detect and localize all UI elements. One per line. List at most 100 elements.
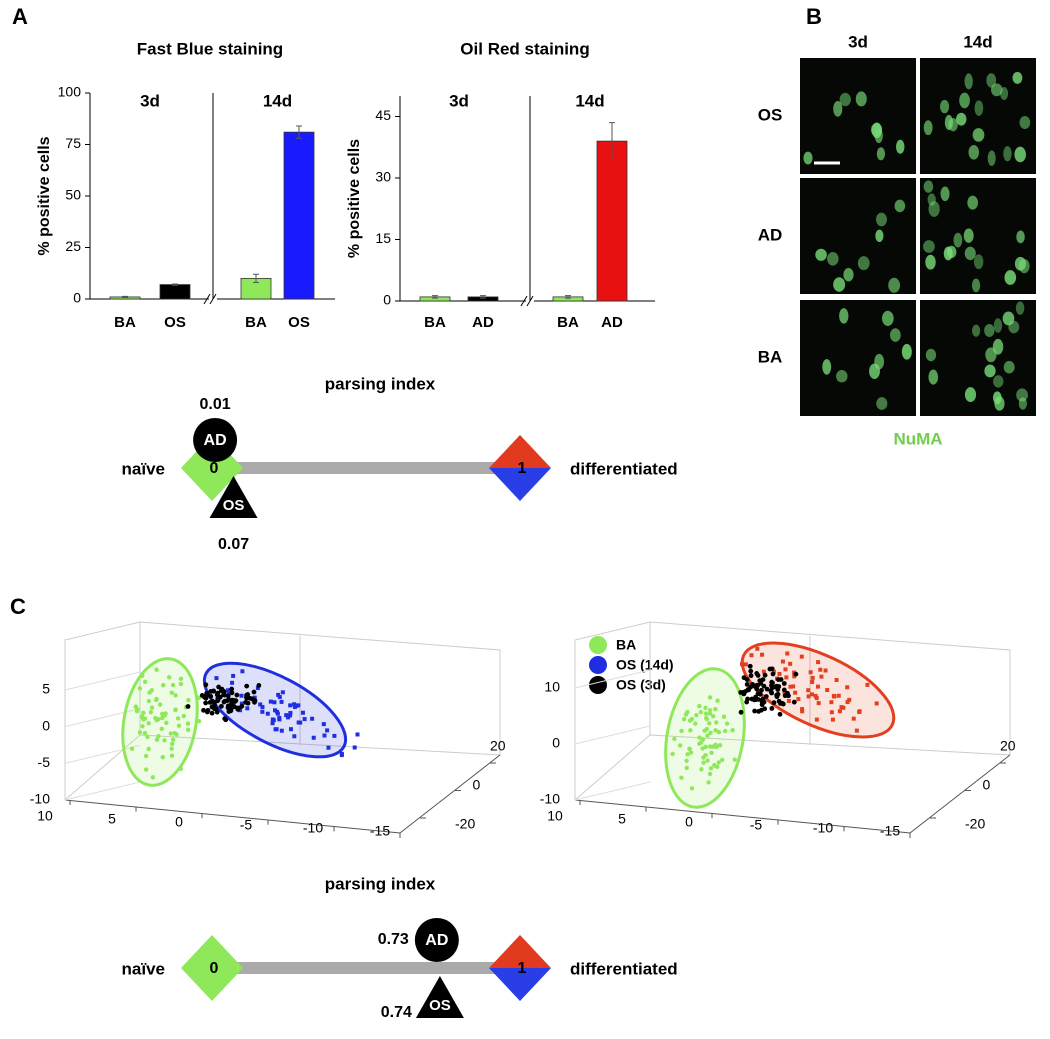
point xyxy=(670,751,675,757)
point xyxy=(823,668,828,673)
point xyxy=(703,705,708,711)
point xyxy=(153,715,158,721)
point xyxy=(277,695,282,700)
cluster-ellipse xyxy=(740,641,896,739)
point xyxy=(707,695,713,700)
point xyxy=(225,705,231,711)
nucleus xyxy=(973,254,984,270)
point xyxy=(214,676,219,681)
legend-marker xyxy=(589,676,607,694)
nucleus xyxy=(944,114,953,130)
x-tick-label: AD xyxy=(601,314,623,331)
legend-label: BA xyxy=(616,637,636,653)
point xyxy=(229,690,235,696)
point xyxy=(709,750,714,755)
point xyxy=(741,675,747,681)
row-label: OS xyxy=(758,105,783,124)
point xyxy=(170,682,176,688)
point xyxy=(810,680,815,685)
point xyxy=(260,709,265,714)
x-tick-label: -10 xyxy=(813,820,833,836)
nucleus xyxy=(923,180,934,193)
z-tick-label: 0 xyxy=(552,735,560,751)
point xyxy=(705,758,710,763)
point xyxy=(788,684,793,689)
point xyxy=(810,675,815,680)
point xyxy=(715,698,720,703)
y-tick-label: 20 xyxy=(490,738,506,754)
end-value: 1 xyxy=(518,960,527,977)
point xyxy=(781,687,787,693)
point xyxy=(196,695,202,700)
point xyxy=(771,700,777,706)
point xyxy=(874,701,879,706)
point xyxy=(300,710,305,715)
parsing-title: parsing index xyxy=(325,874,436,893)
point xyxy=(780,659,785,664)
point xyxy=(255,686,260,691)
nucleus xyxy=(1015,301,1025,315)
x-tick-label: OS xyxy=(164,314,186,331)
point xyxy=(292,734,297,739)
point xyxy=(751,696,757,702)
nucleus xyxy=(833,100,843,117)
point xyxy=(845,685,850,690)
point xyxy=(755,673,761,678)
nucleus xyxy=(984,364,996,378)
parsing-title: parsing index xyxy=(325,374,436,393)
marker-triangle xyxy=(415,976,464,1018)
row-label: AD xyxy=(758,225,783,244)
point xyxy=(244,683,250,689)
point xyxy=(793,690,798,695)
point xyxy=(292,702,297,707)
y-tick-label: 75 xyxy=(65,135,81,151)
nucleus xyxy=(1019,115,1031,130)
y-tick-label: 25 xyxy=(65,238,81,254)
box-frame xyxy=(64,621,501,801)
point xyxy=(720,757,725,763)
point xyxy=(258,702,263,707)
point xyxy=(173,693,178,698)
diff-diamond-bottom xyxy=(489,468,551,501)
point xyxy=(202,694,207,700)
point xyxy=(166,675,172,680)
point xyxy=(277,715,282,720)
point xyxy=(274,727,279,732)
z-grid xyxy=(64,781,141,801)
right-label: differentiated xyxy=(570,959,678,978)
legend-marker xyxy=(589,636,607,654)
point xyxy=(688,728,693,733)
point xyxy=(738,689,744,695)
point xyxy=(677,743,683,748)
point xyxy=(186,698,191,703)
nucleus xyxy=(956,112,967,126)
nucleus xyxy=(1003,146,1012,162)
point xyxy=(829,700,834,705)
point xyxy=(706,780,711,785)
point xyxy=(275,711,280,716)
x-tick-label: BA xyxy=(245,314,267,331)
point xyxy=(791,699,797,705)
point xyxy=(146,721,151,726)
point xyxy=(232,699,238,704)
row-label: BA xyxy=(758,347,783,366)
point xyxy=(759,687,764,693)
marker-circle xyxy=(193,418,238,462)
point xyxy=(240,669,245,674)
x-tick-label: 10 xyxy=(547,808,563,824)
point xyxy=(672,736,677,742)
point xyxy=(763,694,769,699)
point xyxy=(800,707,805,712)
point xyxy=(339,751,344,756)
nucleus xyxy=(986,73,997,88)
point xyxy=(279,728,284,733)
point xyxy=(154,667,159,672)
point xyxy=(724,721,730,726)
point xyxy=(226,691,231,696)
nucleus xyxy=(875,229,884,243)
point xyxy=(815,684,820,689)
point xyxy=(298,720,303,725)
point xyxy=(146,746,151,752)
point xyxy=(178,676,184,681)
